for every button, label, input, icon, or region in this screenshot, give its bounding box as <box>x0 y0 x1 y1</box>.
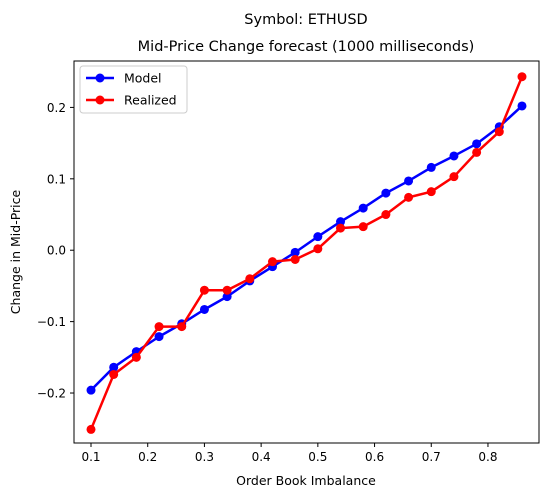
y-axis-label: Change in Mid-Price <box>8 189 23 314</box>
model-point <box>290 247 300 257</box>
model-point <box>426 162 436 172</box>
model-point <box>199 304 209 314</box>
realized-series <box>86 72 527 434</box>
realized-point <box>131 352 141 362</box>
realized-point <box>86 424 96 434</box>
realized-point <box>449 172 459 182</box>
realized-point <box>358 222 368 232</box>
x-tick-label: 0.1 <box>81 450 100 464</box>
realized-point <box>336 223 346 233</box>
y-tick-label: −0.2 <box>37 387 66 401</box>
model-point <box>449 151 459 161</box>
realized-point <box>290 255 300 264</box>
x-tick-label: 0.2 <box>138 450 157 464</box>
y-tick-label: 0.1 <box>47 172 66 186</box>
x-tick-label: 0.4 <box>252 450 271 464</box>
model-point <box>154 332 164 342</box>
realized-point <box>222 285 232 295</box>
x-tick-label: 0.7 <box>422 450 441 464</box>
x-axis: 0.1 0.2 0.3 0.4 0.5 0.6 0.7 0.8 <box>81 443 498 464</box>
model-point <box>86 385 96 395</box>
realized-point <box>381 210 391 220</box>
realized-point <box>154 322 164 332</box>
x-axis-label: Order Book Imbalance <box>236 473 376 488</box>
legend-model-marker <box>95 73 105 83</box>
realized-point <box>426 187 436 197</box>
model-point <box>222 292 232 302</box>
chart-suptitle: Symbol: ETHUSD <box>244 12 367 28</box>
model-point <box>472 139 482 149</box>
y-tick-label: 0.2 <box>47 101 66 115</box>
x-tick-label: 0.5 <box>308 450 327 464</box>
realized-point <box>404 192 414 202</box>
realized-point <box>267 257 277 267</box>
y-tick-label: 0.0 <box>47 244 66 258</box>
realized-point <box>472 147 482 157</box>
model-point <box>358 203 368 213</box>
model-point <box>381 188 391 198</box>
plot-frame <box>73 60 540 444</box>
model-point <box>336 217 346 227</box>
legend-realized-marker <box>95 95 105 105</box>
plot-content <box>86 72 527 434</box>
model-point <box>404 176 414 186</box>
legend: Model Realized <box>79 65 188 114</box>
chart-title: Mid-Price Change forecast (1000 millisec… <box>138 39 475 55</box>
model-point <box>109 362 119 372</box>
realized-point <box>245 274 255 284</box>
realized-point <box>109 369 119 379</box>
realized-point <box>177 322 187 332</box>
realized-point <box>313 244 323 254</box>
x-tick-label: 0.8 <box>478 450 497 464</box>
y-axis: −0.2 −0.1 0.0 0.1 0.2 <box>37 101 74 401</box>
realized-point <box>494 127 504 137</box>
model-point <box>517 101 527 111</box>
x-tick-label: 0.6 <box>365 450 384 464</box>
x-tick-label: 0.3 <box>195 450 214 464</box>
legend-model-label: Model <box>124 71 162 86</box>
realized-point <box>517 72 527 82</box>
legend-realized-label: Realized <box>124 93 177 108</box>
y-tick-label: −0.1 <box>37 315 66 329</box>
model-series <box>86 101 527 395</box>
model-point <box>313 232 323 242</box>
realized-point <box>199 285 209 295</box>
